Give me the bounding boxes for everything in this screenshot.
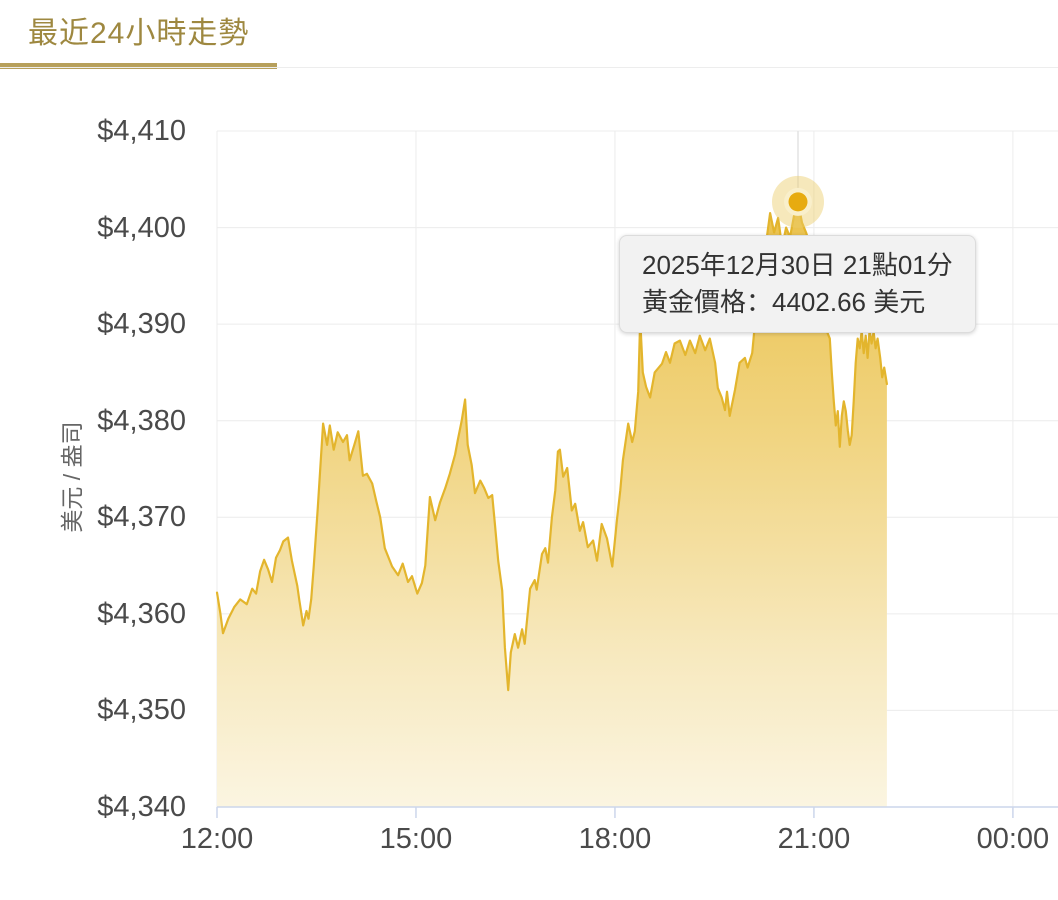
title-underline-accent <box>0 63 277 69</box>
y-axis-label: $4,390 <box>97 308 186 341</box>
y-axis-label: $4,400 <box>97 211 186 244</box>
chart-tooltip: 2025年12月30日 21點01分 黃金價格：4402.66 美元 <box>619 235 976 333</box>
series-area-fill <box>217 201 887 807</box>
y-axis-label: $4,410 <box>97 115 186 147</box>
selected-point-marker <box>788 192 808 212</box>
y-axis-label: $4,350 <box>97 694 186 727</box>
y-axis-title: 美元 / 盎司 <box>59 421 85 533</box>
x-axis-label: 21:00 <box>777 823 851 855</box>
x-axis-label: 15:00 <box>379 823 453 855</box>
tooltip-datetime: 2025年12月30日 21點01分 <box>642 250 953 280</box>
y-axis-label: $4,370 <box>97 501 186 534</box>
tooltip-price: 黃金價格：4402.66 美元 <box>642 287 926 317</box>
y-axis-label: $4,360 <box>97 597 186 630</box>
x-axis-label: 00:00 <box>976 823 1050 855</box>
header-divider <box>0 67 1058 68</box>
page-title: 最近24小時走勢 <box>28 17 250 50</box>
x-axis-label: 18:00 <box>578 823 652 855</box>
y-axis-label: $4,380 <box>97 404 186 437</box>
y-axis-label: $4,340 <box>97 791 186 823</box>
x-axis-label: 12:00 <box>180 823 254 855</box>
